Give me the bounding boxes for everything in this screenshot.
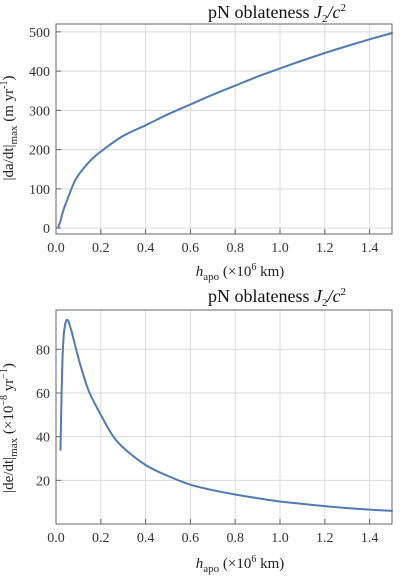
x-tick-label: 0.4 [137,241,155,256]
x-tick-label: 1.2 [316,241,334,256]
y-tick-label: 0 [43,222,50,237]
x-tick-label: 1.4 [361,241,379,256]
y-tick-label: 500 [29,26,50,41]
x-tick-label: 0.6 [182,241,200,256]
x-tick-label: 1.4 [361,531,379,546]
series-layer [59,318,393,512]
x-tick-label: 0.4 [137,531,155,546]
y-tick-label: 60 [36,387,50,402]
y-tick-label: 400 [29,65,50,80]
x-tick-label: 0.2 [92,241,110,256]
y-ticks: 0 100 200 300 400 500 [29,26,61,237]
chart-da-dt: pN oblateness J2/c2 0.0 0.2 0.4 0.6 0.8 1.0 1.… [0,2,393,283]
grid-lines [55,310,392,524]
y-tick-label: 200 [29,144,50,159]
x-axis-label: hapo (×106 km) [196,262,285,283]
x-axis-label: hapo (×106 km) [196,554,285,575]
y-tick-label: 100 [29,183,50,198]
series-line [59,318,393,512]
y-tick-label: 20 [36,474,50,489]
series-line [57,32,393,229]
x-tick-label: 1.0 [271,241,289,256]
plot-frame [55,309,393,525]
x-tick-label: 0.0 [47,531,65,546]
series-layer [57,32,393,229]
plot-frame [55,23,393,235]
x-tick-label: 0.2 [92,531,110,546]
x-ticks: 0.0 0.2 0.4 0.6 0.8 1.0 1.2 1.4 [47,229,378,256]
y-axis-label: |da/dt|max (m yr-1) [0,76,20,181]
y-axis-label: |de/dt|max (×10−8 yr−1) [0,363,20,493]
x-tick-label: 0.0 [47,241,65,256]
y-tick-label: 40 [36,431,50,446]
x-tick-label: 0.8 [226,531,244,546]
grid-lines [55,24,392,234]
x-tick-label: 1.0 [271,531,289,546]
y-tick-label: 80 [36,343,50,358]
y-ticks: 20 40 60 80 [36,343,61,489]
x-tick-label: 0.6 [182,531,200,546]
chart-title: pN oblateness J2/c2 [208,2,346,25]
chart-de-dt: pN oblateness J2/c2 0.0 0.2 0.4 0.6 0.8 1.0 1.… [0,288,393,575]
x-tick-label: 1.2 [316,531,334,546]
chart-title: pN oblateness J2/c2 [208,288,346,309]
y-tick-label: 300 [29,104,50,119]
x-tick-label: 0.8 [226,241,244,256]
x-ticks: 0.0 0.2 0.4 0.6 0.8 1.0 1.2 1.4 [47,519,378,546]
